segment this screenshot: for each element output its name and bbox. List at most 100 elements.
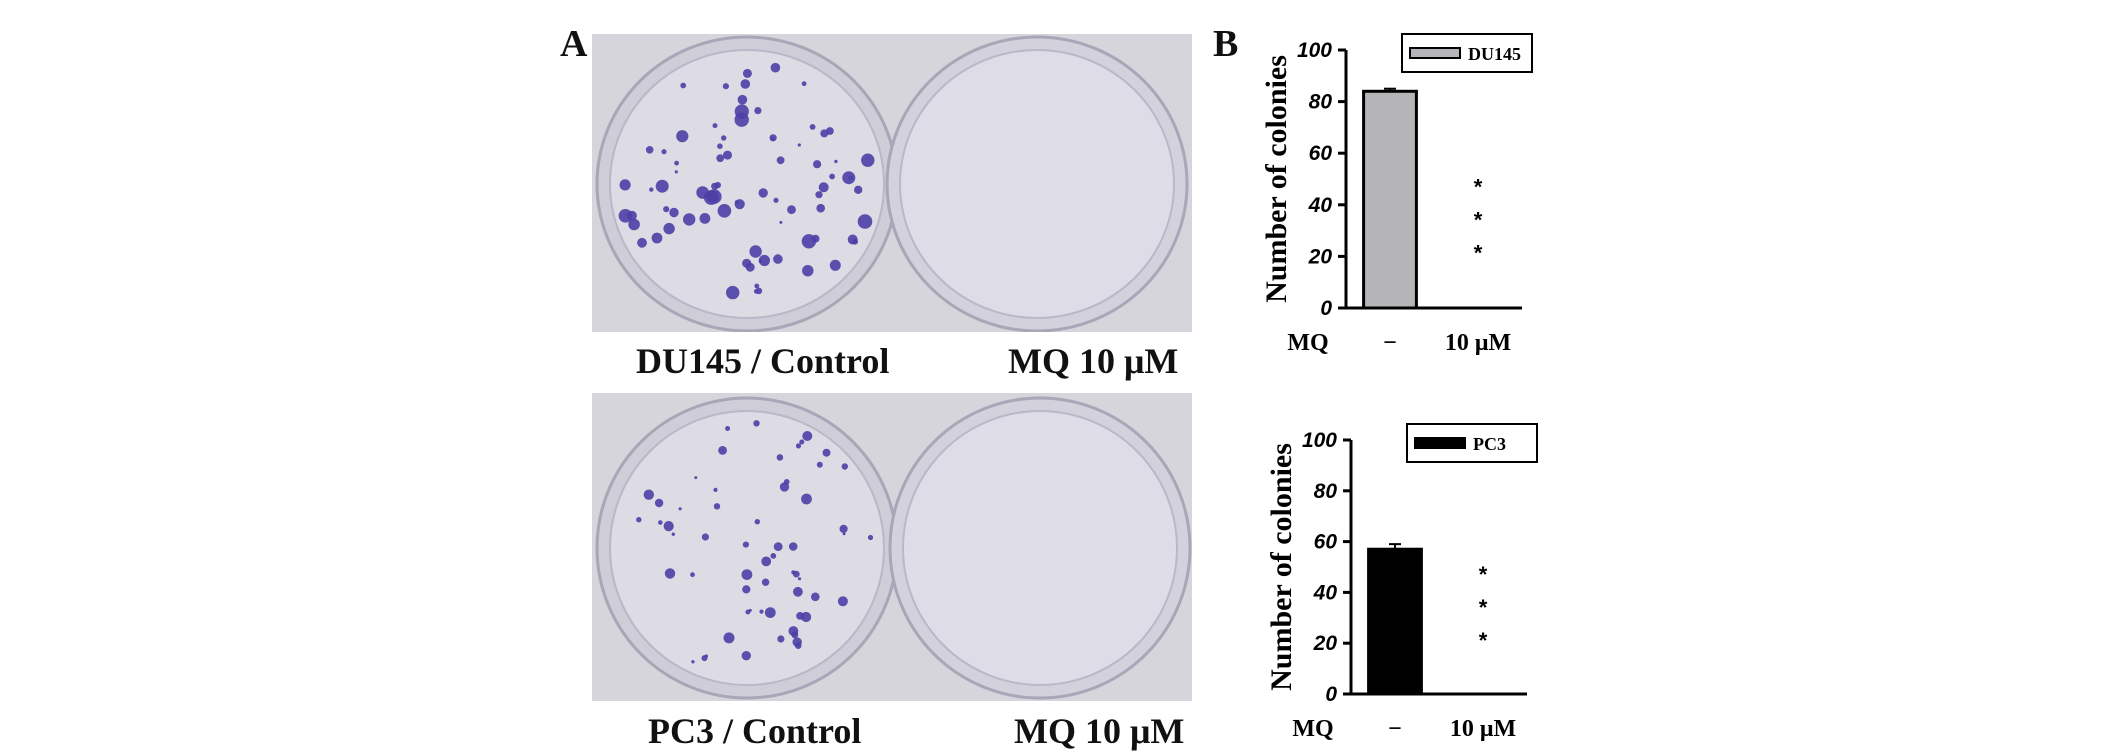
colony-dot: [776, 454, 784, 461]
y-tick-label: 0: [1325, 683, 1337, 706]
pc3-treated-dish: [888, 396, 1192, 700]
colony-dot: [773, 542, 783, 551]
colony-dot: [645, 146, 654, 154]
du145-colony-chart: 0 20 40 60 80 100 Number of colonies * * * MQ − 10 μ…: [1250, 20, 1610, 375]
y-tick-label: 20: [1308, 245, 1333, 268]
colony-dot: [799, 439, 805, 445]
colony-dot: [787, 205, 796, 215]
colony-dot: [741, 651, 751, 661]
colony-dot: [683, 213, 696, 226]
bar: [1362, 89, 1418, 310]
colony-dot: [734, 104, 749, 119]
legend-swatch: [1414, 437, 1466, 449]
du145-treated-dish: [885, 35, 1189, 332]
colony-dot: [764, 607, 776, 618]
colony-dot: [690, 572, 695, 578]
colony-dot: [761, 556, 772, 567]
colony-dot: [826, 127, 834, 135]
y-axis-label: Number of colonies: [1260, 55, 1293, 303]
colony-dot: [711, 182, 719, 190]
colony-dot: [754, 519, 760, 525]
colony-dot: [676, 130, 689, 143]
colony-dot: [759, 609, 764, 614]
colony-dot: [674, 160, 679, 166]
colony-dot: [669, 207, 679, 218]
significance-star: *: [1479, 595, 1488, 620]
colony-dot: [696, 186, 709, 199]
y-tick-label: 60: [1309, 142, 1333, 165]
x-axis-label: MQ: [1287, 330, 1328, 356]
colony-dot: [802, 265, 814, 277]
colony-dot: [704, 654, 708, 658]
colony-dot: [643, 489, 654, 500]
colony-dot: [816, 203, 825, 213]
colony-dot: [749, 245, 762, 258]
x-tick-label: −: [1388, 716, 1402, 742]
colony-dot: [813, 160, 822, 169]
colony-dot: [678, 507, 682, 511]
significance-star: *: [1474, 240, 1483, 265]
colony-dot: [663, 206, 670, 213]
significance-annotation: * * *: [1474, 174, 1483, 265]
colony-dot: [811, 592, 820, 602]
colony-dot: [707, 189, 722, 204]
legend-label: DU145: [1468, 44, 1521, 64]
colony-dot: [779, 220, 783, 224]
y-tick-label: 100: [1297, 39, 1332, 62]
du145-treated-label: MQ 10 μM: [1008, 341, 1179, 381]
colony-dot: [742, 258, 752, 268]
colony-dot: [713, 487, 718, 492]
y-tick-label: 20: [1313, 632, 1338, 655]
colony-dot: [745, 609, 751, 615]
y-tick-label: 0: [1320, 297, 1332, 320]
du145-dish-graphic: [595, 35, 1189, 332]
colony-dot: [811, 234, 820, 243]
colony-dot: [794, 642, 802, 649]
x-tick-label: −: [1383, 330, 1397, 356]
colony-dot: [658, 520, 663, 525]
colony-dot: [773, 197, 779, 203]
colony-dot: [636, 517, 642, 523]
colony-dot: [725, 426, 731, 431]
colony-dot: [842, 532, 846, 536]
colony-dot: [837, 596, 848, 607]
y-axis-label: Number of colonies: [1265, 443, 1298, 691]
y-tick-label: 100: [1302, 429, 1337, 452]
panel-b-letter: B: [1213, 23, 1239, 65]
colony-dot: [839, 524, 848, 533]
significance-star: *: [1479, 562, 1488, 587]
colony-dot: [754, 107, 762, 115]
pc3-control-label: PC3 / Control: [648, 711, 862, 751]
colony-dot: [861, 153, 875, 167]
colony-dot: [694, 476, 698, 480]
colony-dot: [753, 420, 760, 427]
colony-dot: [740, 79, 751, 89]
colony-dot: [717, 204, 732, 218]
colony-dot: [742, 585, 751, 594]
colony-dot: [655, 179, 669, 193]
panel-a-letter: A: [560, 23, 588, 65]
significance-star: *: [1474, 207, 1483, 232]
bar: [1367, 547, 1423, 696]
significance-annotation: * * *: [1479, 562, 1488, 653]
colony-dot: [619, 179, 631, 191]
colony-dot: [816, 461, 823, 468]
colony-dot: [797, 143, 801, 147]
colony-dot: [726, 285, 740, 300]
colony-dot: [721, 135, 727, 141]
colony-dot: [671, 532, 675, 536]
pc3-control-dish: [595, 396, 899, 700]
colony-dot: [841, 463, 848, 470]
colony-dot: [770, 553, 777, 559]
colony-dot: [818, 182, 829, 193]
colony-dot: [723, 150, 732, 160]
colony-dot: [716, 154, 725, 163]
du145-control-dish: [595, 35, 899, 332]
x-tick-label: 10 μM: [1445, 330, 1511, 356]
colony-dot: [717, 143, 723, 149]
pc3-dish-graphic: [595, 396, 1192, 700]
colony-dot: [723, 632, 735, 644]
colony-dot: [773, 254, 783, 264]
colony-dot: [792, 570, 800, 578]
